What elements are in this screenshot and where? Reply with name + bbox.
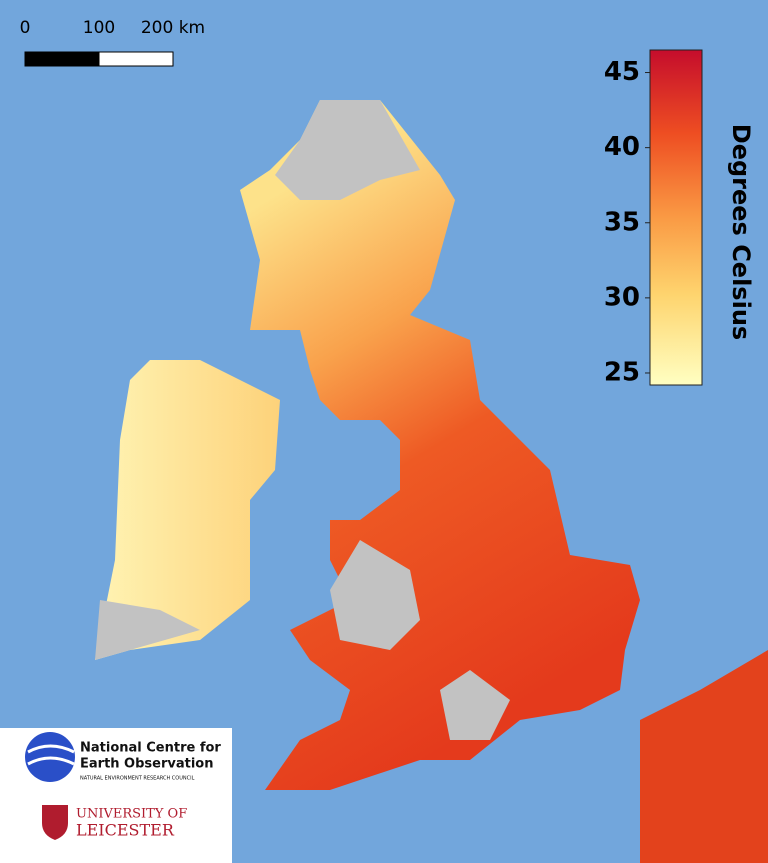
- colorbar: [649, 49, 703, 386]
- nceo-name: Earth Observation: [80, 757, 214, 772]
- colorbar-tick-label: 30: [604, 282, 640, 312]
- scale-label: 200 km: [141, 18, 205, 38]
- colorbar-tick-label: 35: [604, 207, 640, 237]
- scale-segment: [98, 51, 174, 67]
- colorbar-tick-label: 45: [604, 57, 640, 87]
- nceo-globe-lines: [27, 744, 75, 766]
- cloud-cover: [440, 670, 510, 740]
- leicester-name: LEICESTER: [76, 821, 175, 840]
- nceo-name: National Centre for: [80, 741, 221, 756]
- cloud-cover: [330, 540, 420, 650]
- scale-label: 0: [20, 18, 31, 38]
- colorbar-tick-label: 25: [604, 357, 640, 387]
- colorbar-tick-label: 40: [604, 132, 640, 162]
- scale-segment: [24, 51, 100, 67]
- scale-label: 100: [83, 18, 115, 38]
- leicester-name: UNIVERSITY OF: [76, 807, 187, 822]
- ireland: [95, 360, 280, 660]
- france: [640, 650, 768, 863]
- colorbar-label: Degrees Celsius: [727, 124, 755, 340]
- cloud-cover: [275, 100, 420, 200]
- leicester-shield: [42, 805, 68, 840]
- cloud-cover: [95, 600, 200, 660]
- nceo-subtitle: NATURAL ENVIRONMENT RESEARCH COUNCIL: [80, 776, 195, 782]
